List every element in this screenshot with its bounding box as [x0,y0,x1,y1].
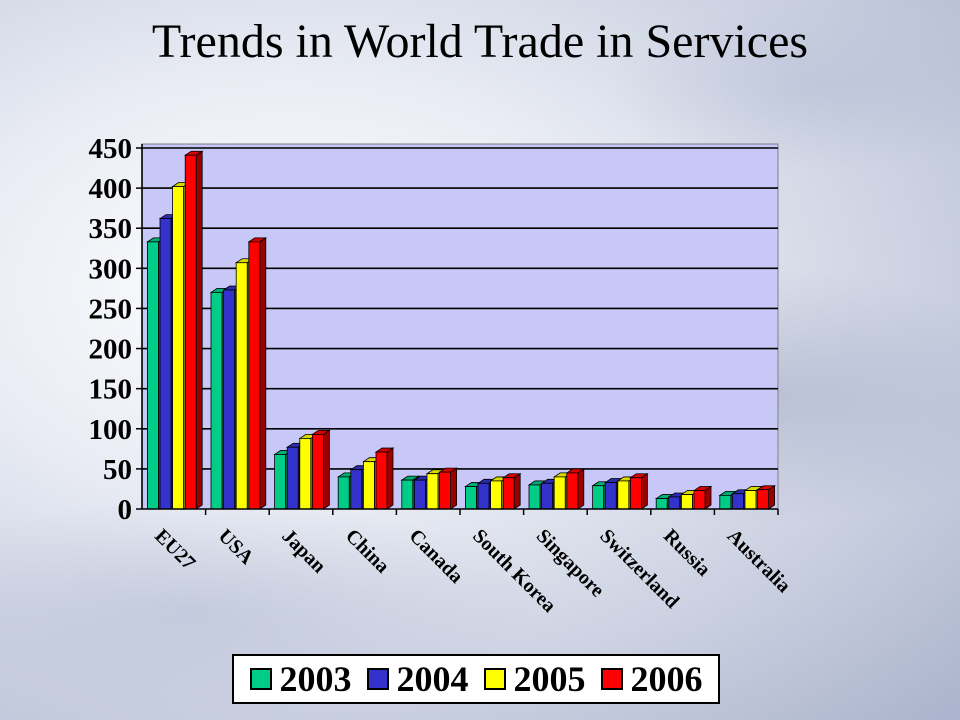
bar-front [553,476,566,510]
bar-front [401,479,414,510]
legend-item: 2004 [366,659,469,699]
bar-front [693,490,706,510]
bar-front [464,486,477,510]
bar-side [641,472,648,510]
x-tick-label: China [341,525,394,578]
bar-side [450,467,458,510]
bar-front [210,291,223,510]
bar-front [604,482,617,510]
bar-front [184,154,197,510]
y-tick-label: 350 [89,213,133,245]
bar-side [577,468,585,510]
y-tick-label: 250 [89,293,133,325]
y-tick-labels: 0 50 100 150 200 250 300 350 400 450 [89,133,133,526]
bar-front [655,498,668,510]
bar-front [337,476,350,510]
legend-swatch [600,668,623,690]
bar-front [528,484,541,510]
bar-side [195,150,203,510]
bar-front [286,446,299,510]
bar-Russia-2006 [692,485,713,510]
slide-title: Trends in World Trade in Services [151,15,809,68]
legend-item: 2006 [600,659,703,699]
bar-Australia-2006 [756,484,776,510]
bar-Switzerland-2006 [629,472,649,510]
bar-front [719,494,732,510]
axes [136,144,779,515]
x-tick-label: EU27 [150,525,199,574]
bar-front [223,289,236,510]
x-tick-label: Australia [723,525,795,597]
bar-front [541,482,553,510]
legend-label: 2005 [513,659,586,699]
bar-side [386,447,394,510]
y-tick-label: 450 [89,133,133,165]
bar-front [757,489,769,510]
bar-front [375,451,388,510]
x-tick-labels: EU27 USA Japan China Canada South KoreaSingap… [150,525,795,617]
bar-front [744,490,757,510]
bar-EU27-2006 [183,150,204,510]
bar-front [732,493,744,510]
bar-USA-2006 [247,237,268,510]
bar-front [172,186,185,510]
bar-front [235,262,248,510]
x-tick-label: Japan [277,525,330,578]
bar-front [681,494,693,510]
legend-label: 2003 [279,659,352,699]
legend-label: 2006 [630,659,703,699]
y-tick-label: 200 [89,334,133,366]
bar-South Korea-2006 [501,472,522,510]
bar-China-2006 [374,447,395,510]
bar-side [513,472,521,510]
legend-item: 2005 [483,659,586,699]
bar-Canada-2006 [438,467,458,510]
bar-front [477,482,490,510]
bar-front [502,477,515,510]
bar-Singapore-2006 [565,468,586,510]
bar-front [617,480,630,510]
y-tick-label: 400 [89,173,133,205]
y-tick-label: 150 [89,374,133,406]
bar-front [362,461,375,510]
bar-front [439,471,452,510]
bar-Japan-2006 [311,429,331,510]
x-tick-label: Canada [405,525,468,588]
bar-front [311,433,324,510]
bar-front [350,469,363,510]
y-tick-label: 300 [89,253,133,285]
legend: 2003 2004 2005 2006 [232,654,720,704]
bar-front [299,438,312,510]
bar-side [322,429,330,510]
bar-front [490,480,503,510]
legend-swatch [483,668,506,690]
bars [146,150,776,510]
y-tick-label: 0 [118,494,133,526]
bar-front [146,241,159,510]
bar-front [159,218,172,510]
x-tick-label: Russia [659,525,715,581]
bar-front [413,479,426,510]
legend-label: 2004 [396,659,469,699]
x-tick-label: USA [214,525,258,569]
bar-side [259,237,267,510]
legend-item: 2003 [249,659,352,699]
legend-swatch [366,668,389,690]
legend-swatch [249,668,272,690]
bar-front [592,485,604,510]
bar-front [274,454,287,510]
y-tick-label: 100 [89,414,133,446]
bar-front [426,473,439,510]
bar-front [248,241,261,510]
bar-front [668,496,681,510]
y-tick-label: 50 [103,454,132,486]
bar-front [630,477,642,510]
bar-front [566,472,579,510]
bar-chart: 0 50 100 150 200 250 300 350 400 450 EU27 USA Japan… [89,133,795,617]
